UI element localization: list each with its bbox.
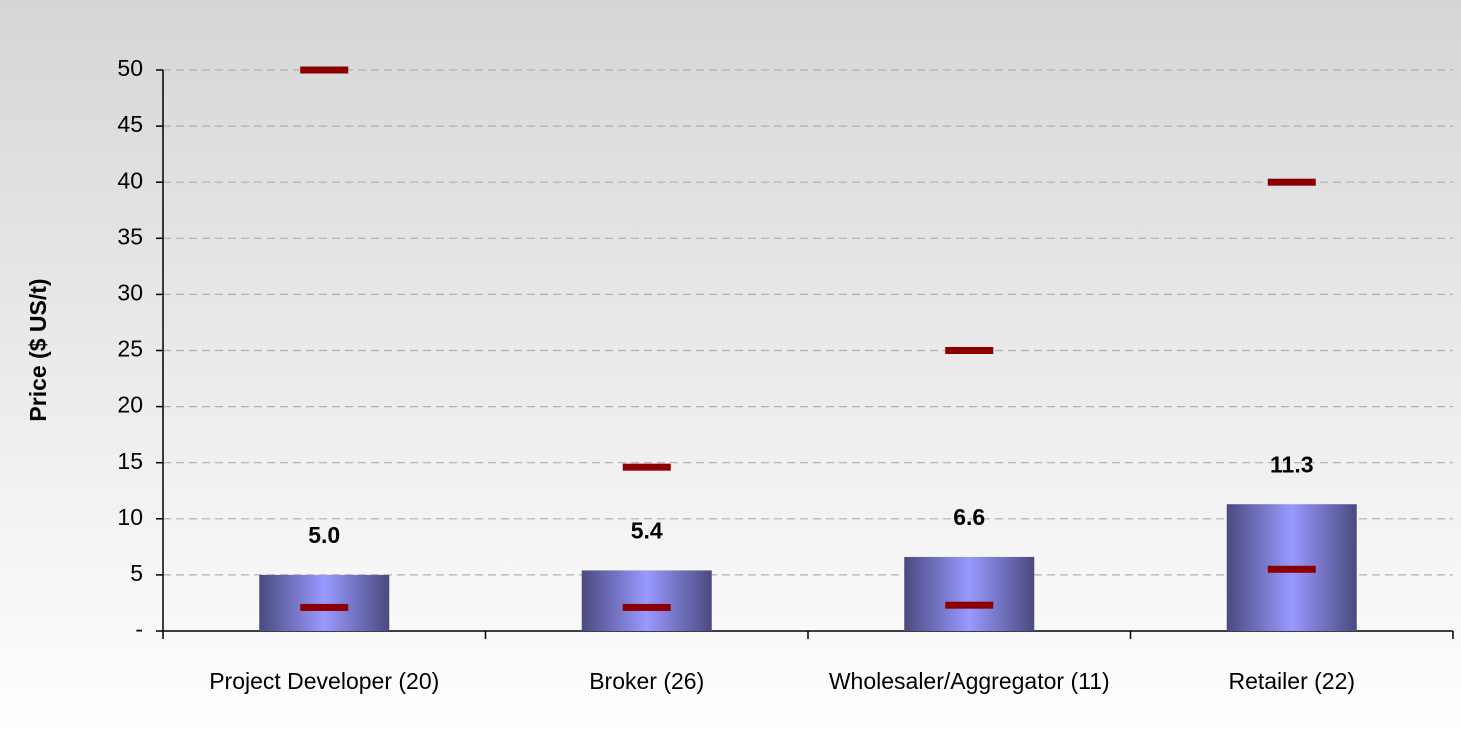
y-axis-label: Price ($ US/t)	[25, 278, 51, 421]
y-tick-label: 20	[117, 392, 143, 418]
marker	[1267, 565, 1316, 573]
value-label: 5.4	[631, 517, 663, 543]
y-tick-label: 30	[117, 279, 143, 305]
bar	[259, 574, 390, 631]
x-tick-label: Broker (26)	[589, 668, 704, 694]
value-label: 6.6	[953, 504, 985, 530]
y-tick-label: 40	[117, 167, 143, 193]
marker	[1267, 178, 1316, 186]
marker	[622, 463, 671, 471]
y-tick-label: 5	[130, 560, 143, 586]
marker	[300, 603, 349, 611]
bar	[581, 570, 712, 631]
y-tick-label: 25	[117, 336, 143, 362]
value-label: 11.3	[1270, 451, 1314, 477]
bar	[904, 556, 1035, 631]
marker	[945, 347, 994, 354]
y-tick-label: 50	[117, 55, 143, 81]
y-tick-label: 45	[117, 111, 143, 137]
x-tick-label: Project Developer (20)	[209, 668, 439, 694]
marker	[622, 603, 671, 611]
y-tick-label: 10	[117, 504, 143, 530]
x-tick-label: Retailer (22)	[1228, 668, 1355, 694]
marker	[300, 66, 349, 74]
y-tick-label: -	[135, 616, 143, 642]
value-label: 5.0	[308, 522, 340, 548]
x-tick-label: Wholesaler/Aggregator (11)	[829, 668, 1110, 694]
marker	[945, 601, 994, 609]
y-tick-label: 35	[117, 223, 143, 249]
y-tick-label: 15	[117, 448, 143, 474]
